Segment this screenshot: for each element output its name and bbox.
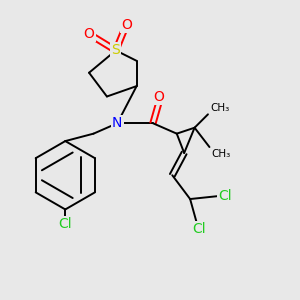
Text: Cl: Cl <box>192 222 206 236</box>
Text: CH₃: CH₃ <box>212 148 231 158</box>
Text: Cl: Cl <box>218 189 232 203</box>
Text: O: O <box>84 27 94 41</box>
Text: N: N <box>112 116 122 130</box>
Text: S: S <box>111 44 120 57</box>
Text: O: O <box>121 18 132 32</box>
Text: CH₃: CH₃ <box>210 103 230 113</box>
Text: Cl: Cl <box>58 217 72 231</box>
Text: O: O <box>154 90 164 104</box>
